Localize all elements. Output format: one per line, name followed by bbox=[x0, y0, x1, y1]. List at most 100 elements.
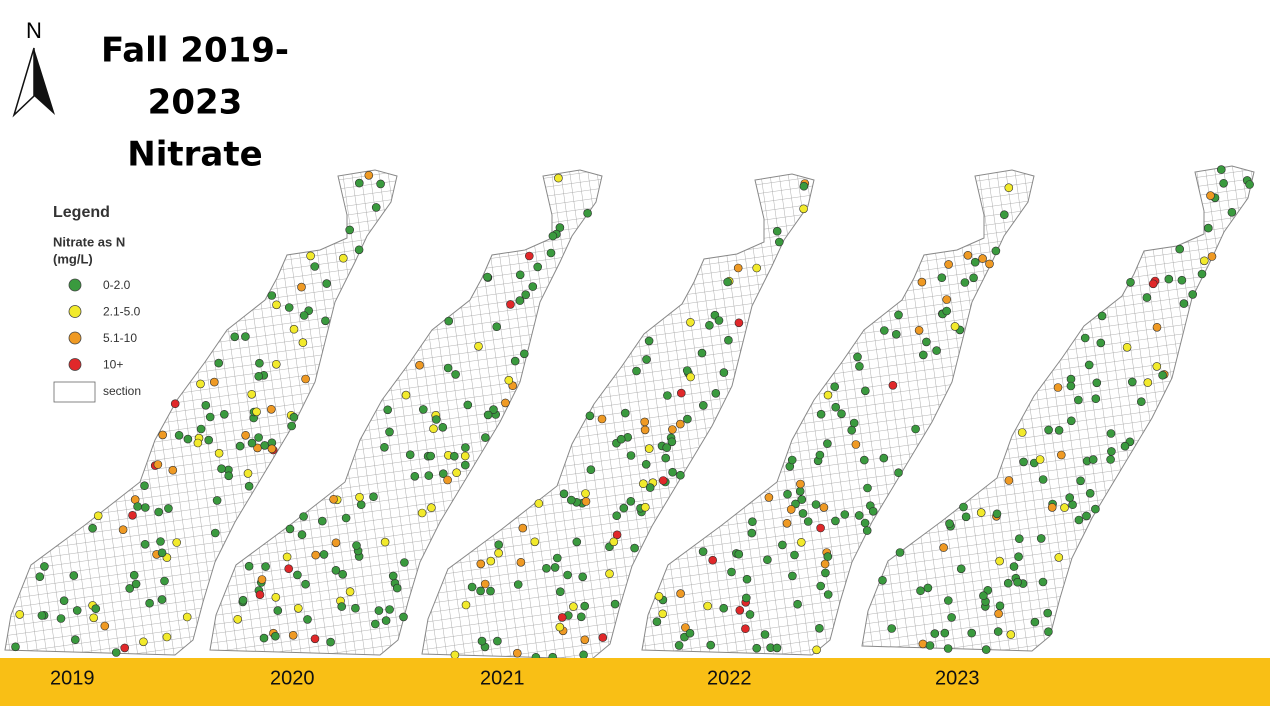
sample-dot bbox=[1066, 381, 1076, 391]
sample-dot bbox=[763, 555, 772, 565]
sample-dot bbox=[995, 601, 1005, 611]
sample-dot bbox=[992, 509, 1002, 519]
map-sections bbox=[861, 165, 1255, 652]
sample-dot bbox=[1030, 617, 1040, 627]
sample-dot bbox=[1067, 416, 1076, 426]
sample-dot bbox=[1084, 360, 1094, 370]
sample-dot bbox=[310, 634, 320, 644]
sample-dot bbox=[960, 278, 970, 287]
sample-dot bbox=[351, 603, 360, 613]
legend-swatch bbox=[53, 381, 96, 403]
sample-dot bbox=[823, 439, 832, 448]
legend-items: 0-2.0 2.1-5.0 5.1-10 10+ section bbox=[53, 278, 141, 403]
sample-dot bbox=[289, 412, 299, 422]
sample-dot bbox=[331, 565, 341, 575]
sample-dot bbox=[1044, 627, 1053, 637]
sample-dot bbox=[120, 643, 129, 653]
sample-dot bbox=[918, 350, 928, 360]
sample-dot bbox=[93, 511, 103, 521]
sample-dot bbox=[863, 483, 872, 493]
sample-dot bbox=[380, 442, 389, 452]
sample-dot bbox=[939, 543, 948, 552]
sample-dot bbox=[311, 550, 321, 560]
sample-dot bbox=[476, 559, 486, 569]
sample-dot bbox=[580, 601, 590, 611]
sample-dot bbox=[774, 237, 784, 247]
sample-dot bbox=[157, 595, 167, 604]
sample-dot bbox=[392, 583, 402, 593]
sample-dot bbox=[301, 579, 310, 589]
sample-dot bbox=[1054, 425, 1064, 435]
sample-dot bbox=[284, 303, 294, 312]
sample-dot bbox=[299, 311, 309, 320]
sample-dot bbox=[868, 506, 878, 516]
sample-dot bbox=[310, 262, 320, 271]
sample-dot bbox=[418, 405, 428, 414]
sample-dot bbox=[211, 528, 220, 538]
year-label: 2022 bbox=[707, 667, 752, 689]
sample-dot bbox=[289, 324, 299, 334]
sample-dot bbox=[578, 572, 588, 582]
sample-dot bbox=[697, 348, 707, 358]
sample-dot bbox=[815, 623, 824, 633]
sample-dot bbox=[752, 643, 762, 653]
sample-dot bbox=[979, 591, 988, 601]
sample-dot bbox=[1082, 511, 1091, 521]
sample-dot bbox=[821, 568, 830, 578]
sample-dot bbox=[1035, 455, 1045, 464]
sample-dot bbox=[141, 503, 150, 512]
sample-dot bbox=[1065, 493, 1074, 502]
sample-dot bbox=[1085, 488, 1095, 498]
sample-dot bbox=[1076, 476, 1085, 486]
sample-dot bbox=[259, 633, 269, 643]
sample-dot bbox=[1148, 279, 1158, 289]
sample-dot bbox=[859, 455, 869, 465]
sample-dot bbox=[321, 316, 330, 326]
sample-dot bbox=[235, 441, 245, 451]
sample-dot bbox=[298, 338, 308, 347]
sample-dot bbox=[1043, 608, 1052, 618]
sample-dot bbox=[991, 246, 1001, 256]
sample-dot bbox=[506, 300, 515, 309]
sample-dot bbox=[719, 603, 729, 613]
sample-dot bbox=[35, 572, 45, 582]
sample-dot bbox=[683, 414, 692, 424]
sample-dot bbox=[922, 337, 931, 347]
sample-dot bbox=[1128, 377, 1137, 387]
sample-dot bbox=[168, 465, 178, 475]
north-arrow-left bbox=[12, 47, 35, 118]
sample-dot bbox=[483, 272, 492, 282]
sample-dot bbox=[820, 559, 830, 569]
sample-dot bbox=[1158, 370, 1167, 380]
sample-dot bbox=[917, 277, 927, 287]
sample-dot bbox=[663, 391, 672, 400]
sample-dot bbox=[329, 494, 338, 504]
sample-dot bbox=[1014, 534, 1024, 544]
sample-dot bbox=[501, 398, 510, 408]
sample-dot bbox=[338, 253, 348, 263]
sample-dot bbox=[172, 538, 181, 547]
sample-dot bbox=[515, 270, 525, 280]
sample-dot bbox=[1038, 577, 1048, 587]
sample-dot bbox=[341, 513, 351, 523]
sample-dot bbox=[542, 563, 551, 573]
sample-dot bbox=[668, 425, 677, 434]
sample-dot bbox=[492, 322, 502, 332]
sample-dot bbox=[88, 523, 97, 533]
sample-dot bbox=[879, 453, 889, 463]
sample-dot bbox=[494, 540, 504, 550]
sample-dot bbox=[399, 612, 408, 622]
sample-dot bbox=[923, 583, 933, 593]
sample-dot bbox=[162, 632, 172, 642]
sample-dot bbox=[1088, 455, 1098, 464]
sample-dot bbox=[293, 603, 303, 613]
sample-dot bbox=[855, 361, 864, 371]
sample-dot bbox=[652, 617, 662, 627]
sample-dot bbox=[815, 450, 825, 460]
legend-label: 10+ bbox=[103, 358, 123, 372]
sample-dot bbox=[317, 516, 327, 526]
sample-dot bbox=[164, 504, 173, 513]
sample-dot bbox=[793, 599, 802, 609]
sample-dot bbox=[460, 451, 470, 461]
legend-swatch bbox=[68, 278, 82, 292]
